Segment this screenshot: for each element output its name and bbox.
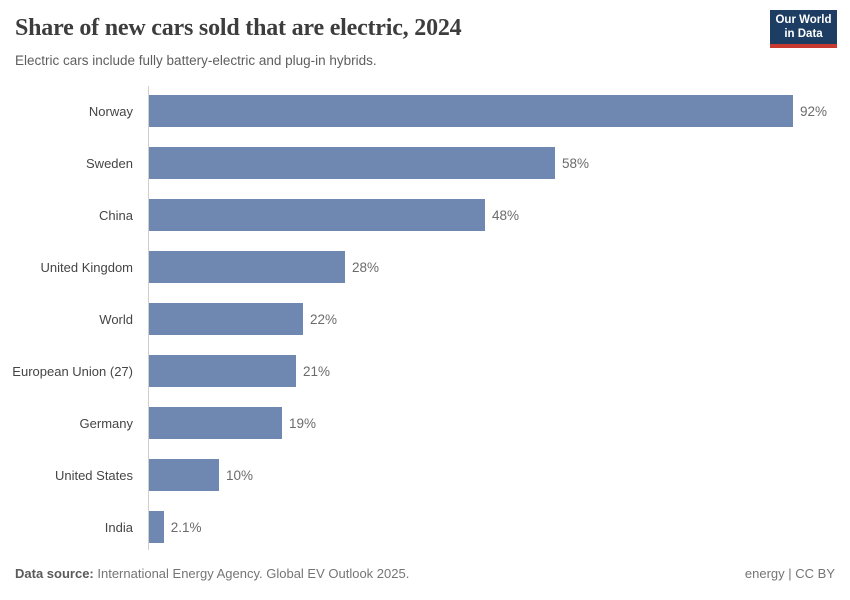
bar-row: China 48% — [0, 189, 850, 241]
bar-row: United Kingdom 28% — [0, 241, 850, 293]
bar[interactable] — [149, 407, 282, 439]
bar-value-label: 28% — [352, 259, 380, 275]
bar[interactable] — [149, 147, 555, 179]
data-source-label: Data source: — [15, 566, 94, 581]
license-note: energy | CC BY — [744, 566, 835, 581]
bar[interactable] — [149, 511, 164, 543]
bar-value-label: 48% — [492, 207, 520, 223]
bar-label: United Kingdom — [40, 259, 134, 275]
bar[interactable] — [149, 459, 219, 491]
bar-row: United States 10% — [0, 449, 850, 501]
bar-chart: Norway 92% Sweden 58% China 48% United Kingdom… — [0, 85, 850, 553]
bar-label: Germany — [79, 415, 133, 431]
bar-value-label: 22% — [310, 311, 338, 327]
bar-label: Norway — [88, 103, 133, 119]
bar[interactable] — [149, 95, 793, 127]
bar-row: India 2.1% — [0, 501, 850, 553]
bar[interactable] — [149, 199, 485, 231]
owid-logo-line2: in Data — [784, 28, 823, 40]
owid-logo[interactable]: Our World in Data — [770, 10, 837, 48]
chart-subtitle: Electric cars include fully battery-elec… — [15, 53, 377, 68]
bar[interactable] — [149, 251, 345, 283]
bar-value-label: 21% — [303, 363, 331, 379]
bar-value-label: 10% — [226, 467, 254, 483]
bar-label: Sweden — [86, 155, 133, 171]
bar-row: Sweden 58% — [0, 137, 850, 189]
bar[interactable] — [149, 303, 303, 335]
chart-footer: Data source: International Energy Agency… — [15, 566, 835, 581]
y-axis-line — [148, 86, 149, 550]
chart-title: Share of new cars sold that are electric… — [15, 15, 462, 41]
bar-label: United States — [54, 467, 133, 483]
data-source-text: International Energy Agency. Global EV O… — [93, 566, 410, 581]
bar-value-label: 92% — [800, 103, 828, 119]
bar-row: World 22% — [0, 293, 850, 345]
bar-value-label: 58% — [562, 155, 590, 171]
bar-row: European Union (27) 21% — [0, 345, 850, 397]
bar-label: India — [104, 519, 133, 535]
bar-label: European Union (27) — [12, 363, 133, 379]
bar-label: World — [99, 311, 133, 327]
bar-row: Germany 19% — [0, 397, 850, 449]
bar-row: Norway 92% — [0, 85, 850, 137]
bar-label: China — [99, 207, 133, 223]
bar-value-label: 2.1% — [170, 519, 202, 535]
bar-value-label: 19% — [289, 415, 317, 431]
owid-logo-line1: Our World — [775, 13, 832, 26]
bar[interactable] — [149, 355, 296, 387]
data-source-note: Data source: International Energy Agency… — [15, 566, 409, 581]
bar-rows: Norway 92% Sweden 58% China 48% United Kingdom… — [0, 85, 850, 553]
